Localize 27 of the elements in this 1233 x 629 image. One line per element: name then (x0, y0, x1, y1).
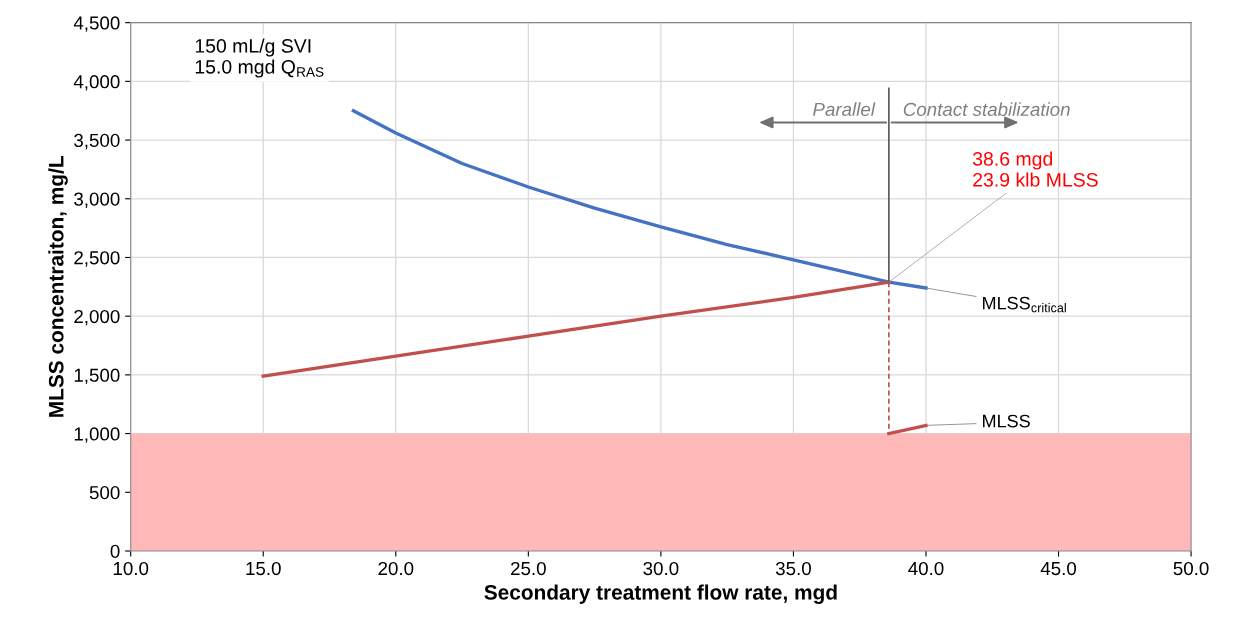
text: MLSS (983, 414, 1030, 428)
x-tick-label: 25.0 (511, 561, 546, 576)
x-tick-label: 35.0 (775, 561, 811, 576)
text: MLSS$_{critical}$ (983, 296, 1066, 313)
x-tick-label: 50.0 (1173, 561, 1209, 576)
y-tick-label: 500 (89, 486, 120, 500)
x-tick-label: 30.0 (643, 561, 679, 576)
x-tick-label: 45.0 (1040, 561, 1077, 576)
y-tick-label: 3,500 (74, 133, 120, 150)
y-tick-label: 2,500 (74, 251, 120, 267)
annotation: Contact stabilization (903, 102, 1070, 117)
y-tick-label: 1,000 (74, 427, 120, 443)
y-tick-label: 2,000 (74, 309, 120, 326)
y-tick-label: 3,000 (74, 192, 120, 208)
x-tick-label: 10.0 (113, 561, 149, 576)
x-tick-label: 15.0 (246, 561, 281, 576)
y-axis-title: MLSS concentraiton, mg/L (48, 156, 68, 417)
annotation: Parallel (813, 102, 876, 117)
x-axis-title: Secondary treatment flow rate, mgd (484, 584, 837, 604)
annotation: 38.6 mgd 23.9 klb MLSS (972, 151, 1098, 187)
y-tick-label: 1,500 (74, 368, 120, 385)
x-tick-label: 20.0 (378, 561, 414, 576)
y-tick-label: 4,000 (73, 75, 120, 91)
y-tick-label: 4,500 (73, 16, 120, 32)
y-tick-label: 0 (110, 544, 120, 558)
x-tick-label: 40.0 (908, 561, 944, 576)
annotation: 150 mL/g SVI 15.0 mgd Q$_{RAS}$ (195, 38, 324, 78)
